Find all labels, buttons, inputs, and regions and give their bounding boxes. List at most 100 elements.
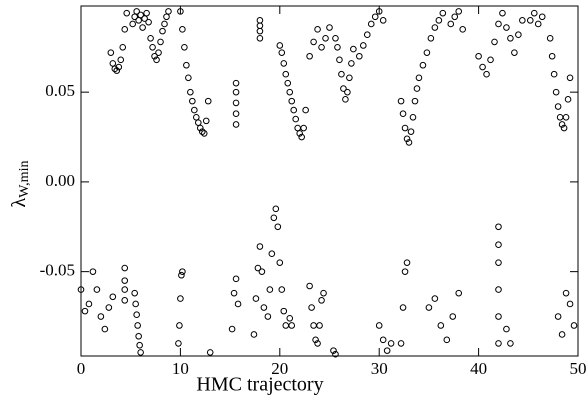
point <box>399 110 407 117</box>
point <box>340 85 347 92</box>
point <box>342 96 349 103</box>
point <box>121 286 129 293</box>
point <box>483 70 490 78</box>
point <box>93 286 101 293</box>
point <box>266 286 274 293</box>
point <box>332 35 339 42</box>
point <box>189 97 196 105</box>
point <box>449 313 457 320</box>
y-tick-label: -0.05 <box>40 261 75 280</box>
point <box>178 271 185 279</box>
point <box>294 124 301 132</box>
point <box>346 74 353 82</box>
point <box>296 130 303 137</box>
point <box>200 130 208 137</box>
point <box>379 17 387 24</box>
point <box>282 70 290 78</box>
point <box>113 67 121 74</box>
point <box>409 113 417 121</box>
point <box>77 286 85 293</box>
point <box>546 35 554 42</box>
point <box>363 31 371 39</box>
y-axis-label: λW,min <box>8 161 33 208</box>
point <box>570 322 578 329</box>
point <box>564 96 572 103</box>
point <box>181 43 188 51</box>
point <box>258 268 266 275</box>
point <box>151 52 158 60</box>
point <box>177 295 184 302</box>
point <box>344 88 351 96</box>
point <box>109 293 117 301</box>
point <box>405 139 413 146</box>
point <box>185 74 192 82</box>
point <box>132 300 139 308</box>
point <box>149 43 156 51</box>
point <box>322 35 329 42</box>
point <box>431 24 439 31</box>
point <box>191 106 198 114</box>
point <box>407 128 415 135</box>
point <box>399 304 407 311</box>
point <box>175 340 182 347</box>
point <box>139 24 146 31</box>
point <box>332 350 339 358</box>
point <box>330 347 337 354</box>
point <box>256 35 264 42</box>
point <box>314 26 321 33</box>
point <box>397 340 405 347</box>
point <box>157 38 164 46</box>
point <box>115 63 123 71</box>
point <box>495 223 502 231</box>
point <box>455 289 463 297</box>
point <box>375 8 383 15</box>
point <box>260 304 268 311</box>
point <box>443 336 451 344</box>
point <box>278 49 286 56</box>
point <box>562 113 570 121</box>
point <box>121 264 129 272</box>
point <box>276 42 284 49</box>
y-label-symbol: λ <box>8 197 30 207</box>
point <box>133 8 140 15</box>
point <box>298 133 305 141</box>
point <box>403 135 411 143</box>
point <box>526 17 534 24</box>
x-axis-label: HMC trajectory <box>196 374 323 396</box>
point <box>306 282 313 290</box>
point <box>427 35 435 42</box>
point <box>320 289 327 297</box>
point <box>163 13 170 21</box>
point <box>204 97 212 105</box>
point <box>194 119 202 126</box>
point <box>558 331 566 338</box>
point <box>123 9 131 17</box>
y-tick-label: 0.05 <box>45 81 75 100</box>
point <box>318 43 325 51</box>
point <box>187 88 194 96</box>
point <box>89 268 97 275</box>
point <box>193 113 200 121</box>
plot-frame <box>80 5 579 357</box>
point <box>133 311 140 319</box>
point <box>119 43 127 51</box>
point <box>147 35 154 42</box>
point <box>232 88 240 96</box>
point <box>206 349 214 356</box>
point <box>439 9 447 17</box>
x-tick-label: 30 <box>371 359 388 378</box>
point <box>401 268 409 275</box>
point <box>379 336 387 344</box>
point <box>165 8 172 15</box>
point <box>234 300 242 308</box>
point <box>288 97 296 105</box>
x-tick-label: 10 <box>172 359 189 378</box>
point <box>232 275 240 283</box>
point <box>566 74 574 82</box>
point <box>134 322 141 329</box>
point <box>491 38 498 46</box>
point <box>511 49 518 56</box>
point <box>111 65 119 73</box>
point <box>455 8 463 15</box>
